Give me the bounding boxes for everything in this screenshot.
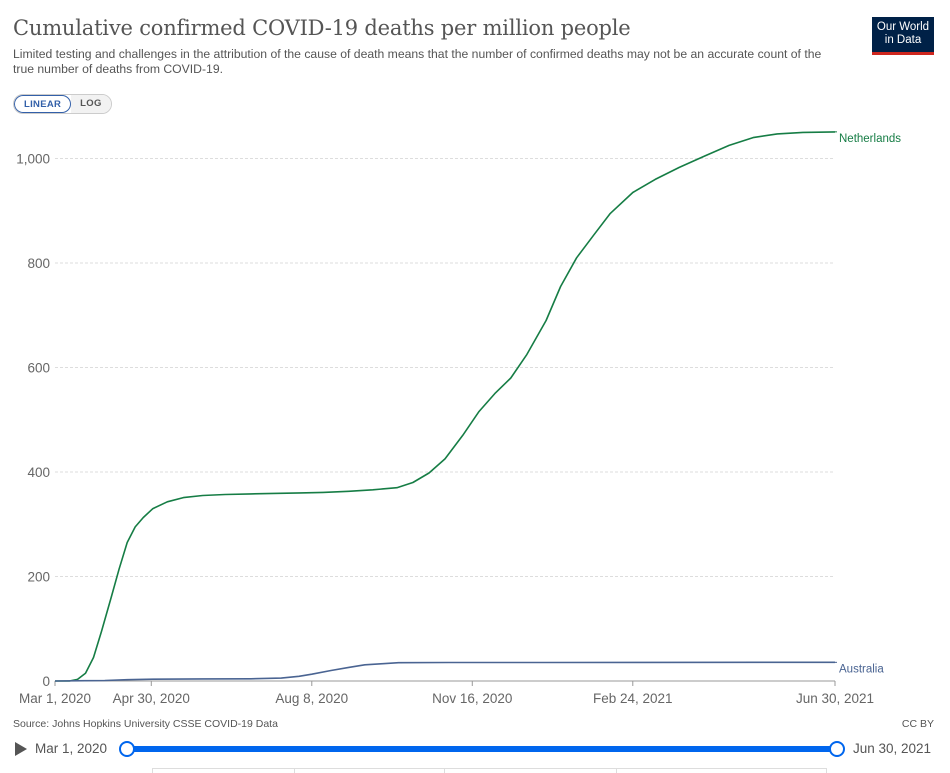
series-line-netherlands: [55, 131, 836, 682]
log-scale-button[interactable]: LOG: [71, 95, 111, 113]
source-note: Source: Johns Hopkins University CSSE CO…: [13, 718, 278, 730]
owid-logo[interactable]: Our World in Data: [872, 17, 934, 55]
series-lines: [54, 131, 836, 682]
grid-lines: [55, 158, 835, 682]
linear-scale-button[interactable]: LINEAR: [14, 95, 72, 113]
logo-line-2: in Data: [884, 34, 922, 46]
chart-title: Cumulative confirmed COVID-19 deaths per…: [13, 16, 631, 40]
y-tick-label: 800: [27, 256, 50, 271]
series-label-netherlands: Netherlands: [839, 133, 901, 145]
x-tick-label: Jun 30, 2021: [796, 691, 874, 706]
logo-line-1: Our World: [876, 21, 930, 33]
timeline-end-handle[interactable]: [829, 741, 845, 757]
y-tick-label: 400: [27, 465, 50, 480]
line-chart: 0 200 400 600 800 1,000 Mar 1, 2020 Apr 30, 20…: [16, 131, 901, 706]
timeline-end-label: Jun 30, 2021: [853, 741, 932, 756]
y-tick-label: 600: [27, 361, 50, 376]
x-tick-label: Nov 16, 2020: [432, 691, 512, 706]
x-tick-label: Aug 8, 2020: [275, 691, 348, 706]
scale-toggle: LINEAR LOG: [13, 94, 112, 114]
y-tick-label: 1,000: [16, 152, 50, 167]
y-tick-label: 200: [27, 570, 50, 585]
y-tick-label: 0: [42, 674, 50, 689]
x-tick-label: Feb 24, 2021: [593, 691, 673, 706]
timeline-start-handle[interactable]: [119, 741, 135, 757]
x-axis-ticks: Mar 1, 2020 Apr 30, 2020 Aug 8, 2020 Nov 16…: [19, 681, 874, 706]
x-tick-label: Mar 1, 2020: [19, 691, 91, 706]
series-labels: Netherlands Australia: [835, 131, 901, 675]
timeline: Mar 1, 2020 Jun 30, 2021: [0, 738, 950, 762]
timeline-track[interactable]: [127, 746, 837, 752]
series-line-australia: [54, 661, 836, 682]
timeline-start-label: Mar 1, 2020: [35, 741, 108, 756]
tab-strip: [152, 768, 827, 773]
series-label-australia: Australia: [839, 663, 884, 675]
play-icon[interactable]: [15, 742, 27, 756]
x-tick-label: Apr 30, 2020: [113, 691, 190, 706]
y-axis-ticks: 0 200 400 600 800 1,000: [16, 152, 50, 690]
license-link[interactable]: CC BY: [901, 718, 934, 730]
chart-subtitle: Limited testing and challenges in the at…: [13, 47, 822, 76]
